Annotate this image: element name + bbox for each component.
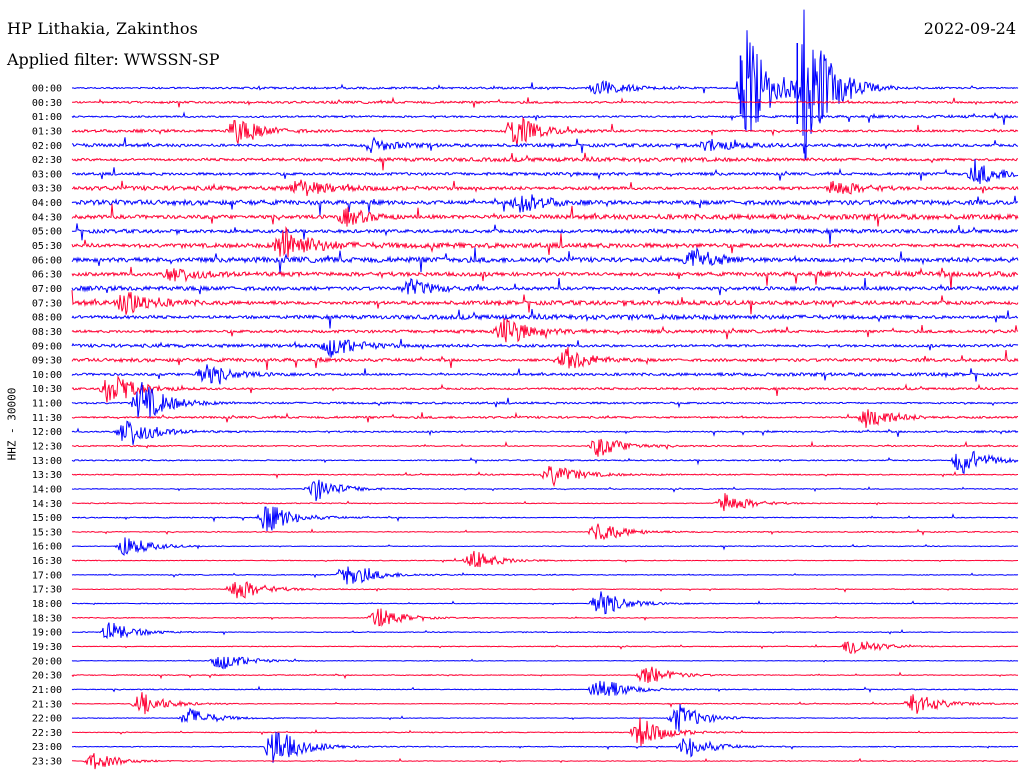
time-label: 09:30 [32,356,62,367]
time-label: 18:30 [32,613,62,624]
trace-line [72,567,1018,585]
time-label: 00:30 [32,98,62,109]
trace-line [72,364,1018,384]
time-label: 07:00 [32,284,62,295]
trace-line [72,377,1018,403]
time-label: 15:00 [32,513,62,524]
trace-line [72,159,1018,184]
trace-line [72,452,1018,474]
time-label: 05:30 [32,241,62,252]
trace-line [72,180,1018,196]
time-label: 18:00 [32,599,62,610]
trace-line [72,409,1018,428]
trace-line [72,657,1018,669]
trace-line [72,609,1018,626]
time-label: 03:30 [32,184,62,195]
trace-line [72,667,1018,683]
trace-line [72,681,1018,696]
trace-line [72,278,1018,295]
time-label: 15:30 [32,527,62,538]
time-label: 20:00 [32,656,62,667]
time-label: 12:00 [32,427,62,438]
time-label: 06:30 [32,270,62,281]
trace-line [72,582,1018,598]
time-label: 01:00 [32,112,62,123]
time-label: 10:00 [32,370,62,381]
trace-line [72,224,1018,244]
time-label: 16:00 [32,542,62,553]
time-label: 03:00 [32,169,62,180]
trace-line [72,493,1018,511]
time-label: 14:00 [32,484,62,495]
time-label: 16:30 [32,556,62,567]
time-label: 23:00 [32,742,62,753]
time-label: 04:30 [32,212,62,223]
time-label: 19:00 [32,628,62,639]
time-label: 13:00 [32,456,62,467]
time-label: 11:30 [32,413,62,424]
time-label: 00:00 [32,84,62,95]
trace-line [72,113,1018,125]
time-label: 08:00 [32,313,62,324]
trace-line [72,642,1018,653]
trace-line [72,591,1018,613]
trace-line [72,480,1018,501]
trace-line [72,753,1018,769]
time-label: 10:30 [32,384,62,395]
trace-line [72,309,1018,328]
time-label: 17:30 [32,585,62,596]
time-label: 01:30 [32,126,62,137]
time-label: 23:30 [32,757,62,768]
trace-line [72,137,1018,153]
trace-line [72,537,1018,555]
trace-line [72,248,1018,274]
time-label: 04:00 [32,198,62,209]
trace-line [72,732,1018,763]
trace-line [72,204,1018,227]
trace-line [72,10,1018,160]
trace-line [72,347,1018,370]
trace-line [72,692,1018,714]
time-label: 22:00 [32,714,62,725]
time-label: 09:00 [32,341,62,352]
trace-line [72,524,1018,540]
time-label: 20:30 [32,671,62,682]
time-label: 02:00 [32,141,62,152]
time-label: 11:00 [32,399,62,410]
trace-line [72,507,1018,531]
trace-line [72,718,1018,746]
trace-line [72,421,1018,445]
time-label: 21:30 [32,699,62,710]
time-label: 14:30 [32,499,62,510]
trace-line [72,97,1018,107]
trace-line [72,439,1018,457]
time-label: 08:30 [32,327,62,338]
trace-line [72,551,1018,567]
trace-line [72,339,1018,358]
time-label: 12:30 [32,442,62,453]
trace-line [72,153,1018,171]
time-label: 06:00 [32,255,62,266]
time-label: 05:00 [32,227,62,238]
trace-group [72,10,1018,770]
trace-line [72,466,1018,485]
time-label: 07:30 [32,298,62,309]
time-label: 19:30 [32,642,62,653]
trace-line [72,704,1018,731]
trace-line [72,118,1018,145]
time-label: 13:30 [32,470,62,481]
time-label: 17:00 [32,570,62,581]
trace-line [72,318,1018,342]
time-label-group: 00:00 00:30 01:00 01:30 02:00 02:30 03:00 03:30… [32,84,62,768]
time-label: 02:30 [32,155,62,166]
trace-line [72,290,1018,314]
time-label: 21:00 [32,685,62,696]
trace-line [72,194,1018,215]
trace-line [72,623,1018,638]
time-label: 22:30 [32,728,62,739]
